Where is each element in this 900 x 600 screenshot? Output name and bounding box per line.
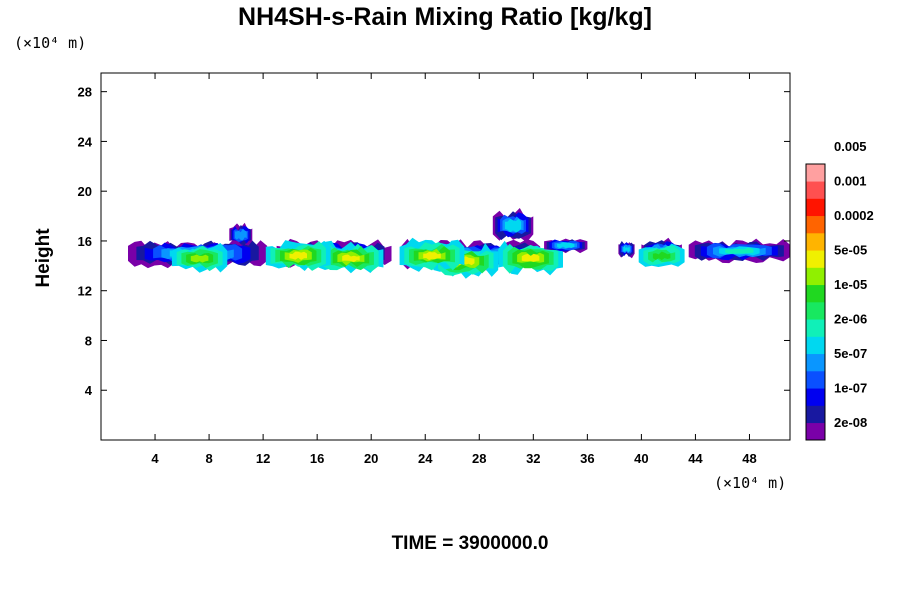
x-tick-label: 20 [364,451,378,466]
colorbar-frame [805,163,826,441]
x-tick-label: 4 [151,451,159,466]
colorbar-label: 5e-05 [834,242,867,257]
colorbar-swatch [806,250,825,268]
time-label: TIME = 3900000.0 [392,533,549,554]
colorbar-swatch [806,302,825,320]
y-tick-label: 20 [78,184,92,199]
colorbar-label: 1e-07 [834,380,867,395]
colorbar-swatch [806,405,825,424]
y-axis-label: Height [33,228,54,288]
colorbar-label: 2e-06 [834,311,867,326]
colorbar-label: 1e-05 [834,277,867,292]
x-tick-label: 8 [205,451,212,466]
colorbar-label: 5e-07 [834,346,867,361]
colorbar-label: 2e-08 [834,415,867,430]
x-tick-label: 24 [418,451,433,466]
colorbar-swatch [806,267,825,286]
y-unit-label: (×10⁴ m) [14,34,86,52]
y-axis: 4 8 12 16 20 24 28 [78,85,790,398]
y-tick-label: 4 [85,383,93,398]
colorbar-label: 0.0002 [834,208,874,223]
colorbar-swatch [806,284,825,303]
x-axis: 4 8 12 16 20 24 28 32 36 40 44 48 [151,73,757,466]
x-tick-label: 48 [742,451,756,466]
colorbar-swatch [806,336,825,355]
colorbar-swatch [806,181,825,199]
field-contour [234,228,247,241]
colorbar: 2e-08 1e-07 5e-07 2e-06 1e-05 5e-05 0.0002 0.00… [805,139,874,441]
field-core [190,254,209,263]
field-core [423,251,441,260]
x-tick-label: 44 [688,451,703,466]
field-core [521,253,540,262]
y-tick-label: 28 [78,85,92,100]
colorbar-swatch [806,233,825,251]
colorbar-swatch [806,371,825,389]
y-tick-label: 8 [85,333,92,348]
colorbar-swatch [806,319,825,337]
x-tick-label: 16 [310,451,324,466]
field-contour [504,218,522,233]
x-tick-label: 40 [634,451,648,466]
colorbar-label: 0.001 [834,173,867,188]
field-core [342,254,360,263]
field-core [289,251,307,260]
colorbar-swatch [806,215,825,234]
colorbar-swatch [806,198,825,217]
colorbar-label: 0.005 [834,139,867,154]
x-tick-label: 28 [472,451,486,466]
x-unit-label: (×10⁴ m) [714,474,786,492]
x-tick-label: 12 [256,451,270,466]
y-tick-label: 16 [78,234,92,249]
y-tick-label: 24 [78,134,93,149]
field-contour [725,247,754,254]
colorbar-swatch [806,164,825,182]
chart-title: NH4SH-s-Rain Mixing Ratio [kg/kg] [238,3,652,31]
plot-frame [100,72,791,441]
x-tick-label: 36 [580,451,594,466]
y-tick-label: 12 [78,284,92,299]
mixing-ratio-field [128,208,790,279]
colorbar-swatch [806,388,825,406]
field-contour [623,245,630,253]
colorbar-swatch [806,353,825,372]
field-contour [557,242,575,249]
colorbar-swatch [806,422,825,441]
x-tick-label: 32 [526,451,540,466]
field-core [652,251,671,261]
